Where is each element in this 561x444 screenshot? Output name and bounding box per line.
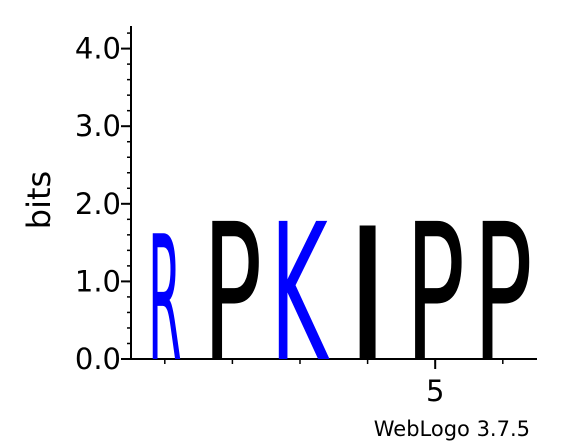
y-tick-label: 3.0 (75, 109, 121, 143)
y-tick-label: 1.0 (75, 264, 121, 298)
x-axis: 5 (130, 358, 537, 408)
y-axis-label: bits (20, 171, 58, 229)
y-tick-label: 2.0 (75, 187, 121, 221)
logo-letter-p: P (203, 183, 263, 404)
logo-letter-k: K (270, 183, 329, 404)
y-axis: 0.0 1.0 2.0 3.0 4.0 (75, 26, 132, 376)
logo-letter-i: I (344, 189, 392, 402)
logo-letter-p: P (473, 183, 533, 404)
logo-letter-r: R (148, 198, 182, 400)
x-tick-label: 5 (426, 374, 444, 408)
y-tick-label: 4.0 (75, 32, 121, 66)
y-tick-label: 0.0 (75, 342, 121, 376)
logo-letter-p: P (405, 183, 465, 404)
weblogo-credit: WebLogo 3.7.5 (374, 417, 530, 441)
